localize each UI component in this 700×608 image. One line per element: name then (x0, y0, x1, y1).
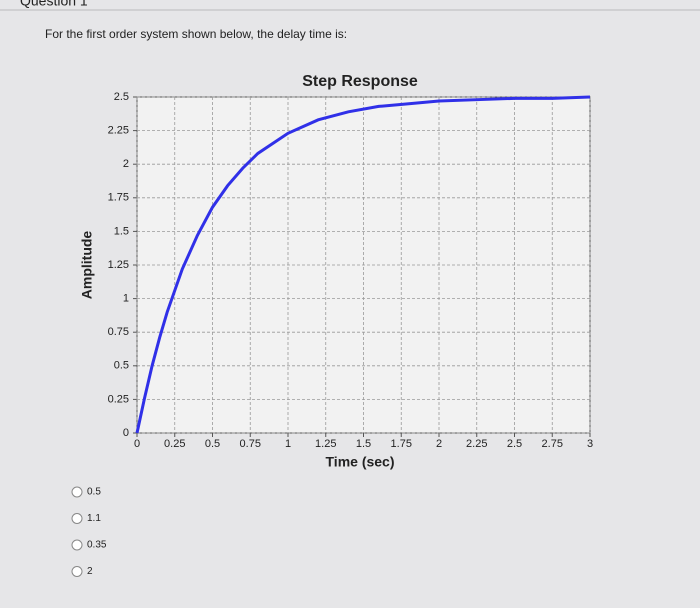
y-tick-label: 1.5 (114, 225, 129, 237)
y-tick-label: 2 (123, 158, 129, 170)
x-tick-label: 2.75 (542, 438, 563, 450)
line-series (135, 95, 591, 434)
option-label[interactable]: 0.5 (87, 487, 101, 498)
y-tick-label: 0 (123, 427, 129, 439)
y-tick-label: 0.25 (108, 393, 129, 405)
y-tick-label: 0.5 (114, 360, 129, 372)
y-tick-label: 1 (123, 293, 129, 305)
radio-button[interactable] (71, 486, 83, 498)
x-tick-label: 2.25 (466, 438, 487, 450)
y-tick-label: 1.75 (108, 192, 129, 204)
y-tick-label: 1.25 (108, 259, 129, 271)
y-tick-label: 2.5 (114, 91, 129, 103)
radio-button[interactable] (71, 566, 83, 577)
x-tick-label: 1.25 (315, 438, 336, 450)
chart-title: Step Response (302, 73, 418, 90)
y-axis-label: Amplitude (79, 231, 95, 300)
y-tick-label: 0.75 (108, 326, 129, 338)
x-tick-label: 0.25 (164, 438, 185, 450)
x-tick-label: 2.5 (507, 438, 522, 450)
question-header: Question 1 (20, 0, 88, 9)
radio-button[interactable] (71, 539, 83, 551)
x-tick-label: 1.75 (391, 438, 412, 450)
option-label[interactable]: 2 (87, 566, 93, 577)
y-tick-label: 2.25 (108, 125, 129, 137)
radio-button[interactable] (71, 513, 83, 524)
x-tick-label: 0 (134, 438, 140, 450)
option-label[interactable]: 1.1 (87, 513, 101, 524)
option-label[interactable]: 0.35 (87, 540, 107, 551)
x-tick-label: 3 (587, 438, 593, 450)
x-tick-label: 1 (285, 438, 291, 450)
x-axis-label: Time (sec) (326, 454, 395, 470)
x-tick-label: 0.75 (240, 438, 261, 450)
question-text: For the first order system shown below, … (45, 27, 347, 41)
x-tick-label: 2 (436, 438, 442, 450)
x-tick-label: 1.5 (356, 438, 371, 450)
x-tick-label: 0.5 (205, 438, 220, 450)
